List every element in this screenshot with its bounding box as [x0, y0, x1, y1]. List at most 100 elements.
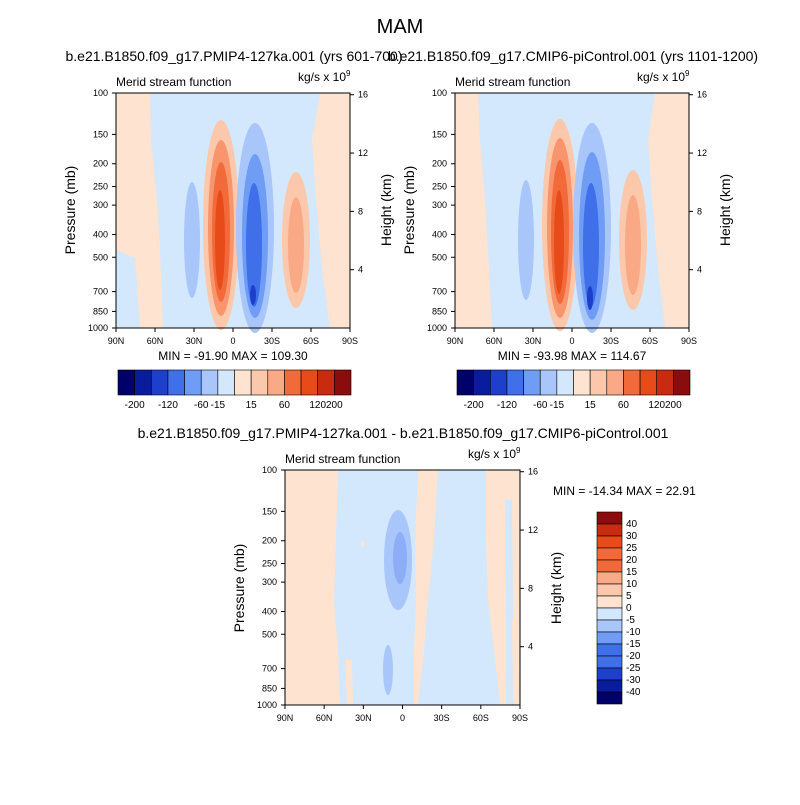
colorbar-label: 20 — [626, 555, 638, 566]
panel-3-sh-positive-sliver — [512, 620, 518, 700]
panel-3-height-ticks: 16 12 8 4 — [520, 467, 538, 652]
pressure-tick-label: 200 — [262, 536, 277, 546]
colorbar-label: 5 — [626, 591, 632, 602]
panel-1-pole-negative-cell — [116, 250, 140, 328]
colorbar-label: -15 — [550, 400, 565, 411]
panel-2-cell-pos-core — [554, 190, 564, 294]
pressure-tick-label: 150 — [432, 129, 447, 139]
colorbar-swatch — [673, 369, 691, 396]
colorbar-label: -20 — [626, 651, 641, 662]
panel-1-colorbar: -200 -120 -60 -15 15 60 120 200 — [117, 369, 352, 411]
panel-1-pressure-ticks: 100 150 200 250 300 400 500 700 850 1000 — [88, 88, 116, 333]
panel-1-cell-neg-inner — [246, 183, 262, 307]
pressure-tick-label: 200 — [93, 159, 108, 169]
panel-1-subtitle: b.e21.B1850.f09_g17.PMIP4-127ka.001 (yrs… — [65, 48, 402, 64]
pressure-tick-label: 200 — [432, 159, 447, 169]
height-tick-label: 8 — [528, 583, 533, 593]
colorbar-swatch — [596, 631, 623, 645]
colorbar-label: -15 — [626, 639, 641, 650]
panel-3-subtitle: b.e21.B1850.f09_g17.PMIP4-127ka.001 - b.… — [138, 425, 669, 441]
pressure-tick-label: 100 — [262, 465, 277, 475]
colorbar-swatch — [539, 369, 558, 396]
x-tick-label: 30S — [264, 336, 280, 346]
panel-3-cell-weak-pos-dot — [361, 541, 365, 547]
colorbar-swatch — [200, 369, 219, 396]
panel-3-cell-upper-neg — [393, 532, 407, 584]
pressure-tick-label: 100 — [432, 88, 447, 98]
pressure-tick-label: 100 — [93, 88, 108, 98]
colorbar-swatch — [639, 369, 658, 396]
colorbar-label: -25 — [626, 663, 641, 674]
colorbar-label: -30 — [626, 675, 641, 686]
x-tick-label: 90S — [681, 336, 697, 346]
colorbar-label: 120 — [309, 400, 326, 411]
pressure-tick-label: 1000 — [427, 323, 447, 333]
panel-2: b.e21.B1850.f09_g17.CMIP6-piControl.001 … — [388, 48, 758, 411]
panel-1-cell-pos-core — [215, 190, 225, 290]
colorbar-swatch — [506, 369, 524, 396]
colorbar-label: -40 — [626, 687, 641, 698]
panel-2-height-ticks: 16 12 8 4 — [689, 90, 707, 275]
x-tick-label: 90N — [447, 336, 464, 346]
colorbar-label: 30 — [626, 531, 638, 542]
panel-3-x-ticks: 90N 60N 30N 0 30S 60S 90S — [277, 705, 528, 723]
panel-1-sh-positive-band — [312, 93, 350, 328]
x-tick-label: 90N — [277, 713, 294, 723]
colorbar-swatch — [596, 583, 623, 597]
colorbar-swatch — [134, 369, 152, 396]
colorbar-label: 15 — [246, 400, 258, 411]
height-tick-label: 12 — [358, 148, 368, 158]
colorbar-label: -120 — [158, 400, 178, 411]
pressure-tick-label: 300 — [262, 577, 277, 587]
panel-2-y-axis-label: Pressure (mb) — [401, 166, 417, 255]
panel-2-variable-label: Merid stream function — [455, 75, 570, 89]
colorbar-swatch — [596, 655, 623, 669]
colorbar-label: 200 — [665, 400, 682, 411]
x-tick-label: 60N — [147, 336, 164, 346]
panel-2-min-max: MIN = -93.98 MAX = 114.67 — [498, 349, 647, 363]
panel-1-height-ticks: 16 12 8 4 — [350, 90, 368, 275]
colorbar-label: 10 — [626, 579, 638, 590]
pressure-tick-label: 150 — [262, 506, 277, 516]
colorbar-swatch — [300, 369, 319, 396]
panel-2-colorbar: -200 -120 -60 -15 15 60 120 200 — [456, 369, 691, 411]
colorbar-swatch — [117, 369, 135, 396]
panel-2-sh-positive-band — [648, 93, 689, 328]
panel-3-min-max: MIN = -14.34 MAX = 22.91 — [553, 484, 696, 498]
colorbar-swatch — [596, 535, 623, 549]
pressure-tick-label: 250 — [432, 182, 447, 192]
colorbar-label: -120 — [497, 400, 517, 411]
pressure-tick-label: 850 — [262, 683, 277, 693]
pressure-tick-label: 500 — [262, 629, 277, 639]
colorbar-swatch — [556, 369, 574, 396]
colorbar-label: 0 — [626, 603, 632, 614]
height-tick-label: 4 — [358, 265, 363, 275]
panel-1-right-axis-label: Height (km) — [378, 174, 394, 246]
panel-3-y-axis-label: Pressure (mb) — [231, 544, 247, 633]
pressure-tick-label: 1000 — [88, 323, 108, 333]
colorbar-swatch — [596, 559, 623, 573]
x-tick-label: 30N — [525, 336, 542, 346]
colorbar-label: -60 — [194, 400, 209, 411]
panel-3-eq-positive-band — [414, 470, 438, 705]
colorbar-swatch — [656, 369, 674, 396]
pressure-tick-label: 850 — [93, 306, 108, 316]
panel-2-nh-positive-band — [455, 93, 492, 328]
colorbar-swatch — [184, 369, 202, 396]
colorbar-swatch — [596, 571, 623, 585]
colorbar-label: 15 — [626, 567, 638, 578]
panel-2-subtitle: b.e21.B1850.f09_g17.CMIP6-piControl.001 … — [388, 48, 758, 64]
x-tick-label: 90S — [342, 336, 358, 346]
colorbar-swatch — [589, 369, 608, 396]
colorbar-label: -200 — [125, 400, 145, 411]
colorbar-swatch — [250, 369, 269, 396]
colorbar-label: -10 — [626, 627, 641, 638]
panel-2-contour-field — [455, 93, 689, 328]
pressure-tick-label: 700 — [432, 287, 447, 297]
colorbar-swatch — [217, 369, 235, 396]
colorbar-swatch — [596, 619, 623, 633]
colorbar-swatch — [596, 523, 623, 537]
height-tick-label: 12 — [697, 148, 707, 158]
pressure-tick-label: 500 — [432, 252, 447, 262]
